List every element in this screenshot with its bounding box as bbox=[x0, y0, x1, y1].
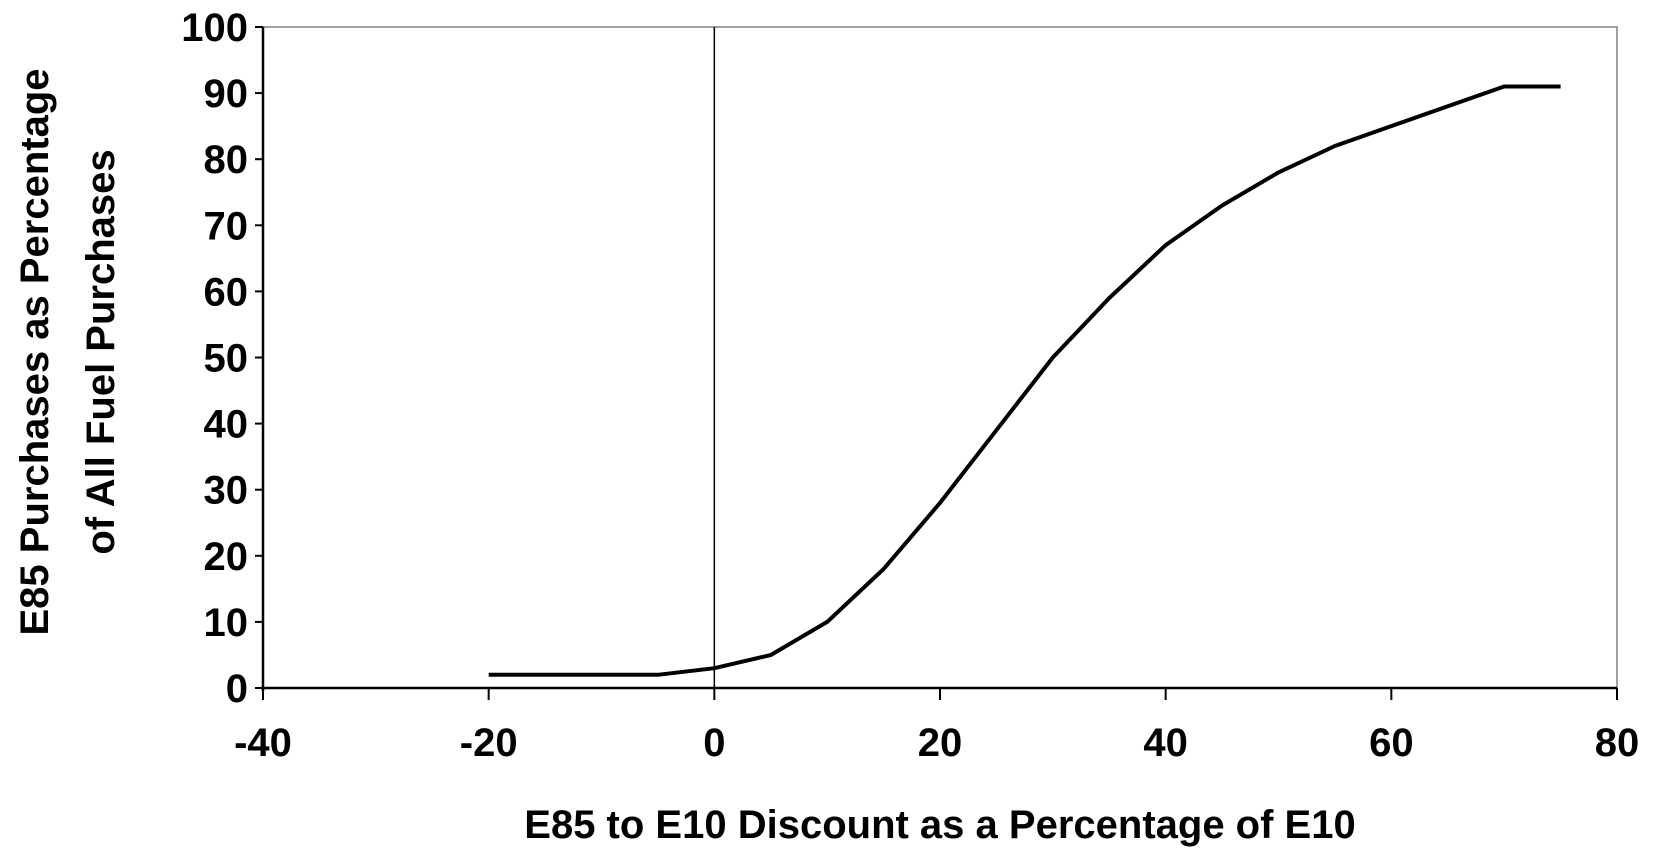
x-axis-ticks: -40 -20 0 20 40 60 80 bbox=[234, 688, 1639, 765]
y-tick-label: 30 bbox=[204, 469, 249, 513]
plot-area bbox=[261, 26, 1618, 691]
y-tick-label: 100 bbox=[181, 6, 248, 50]
y-axis-title: E85 Purchases as Percentage of All Fuel … bbox=[13, 68, 123, 635]
y-axis-title-line-1: E85 Purchases as Percentage bbox=[13, 68, 57, 635]
x-tick-label: 0 bbox=[703, 721, 725, 765]
series-line bbox=[488, 84, 1561, 677]
y-tick-label: 60 bbox=[204, 270, 249, 314]
y-tick-label: 20 bbox=[204, 535, 249, 579]
y-tick-label: 90 bbox=[204, 72, 249, 116]
x-tick-label: -20 bbox=[460, 721, 518, 765]
y-tick-label: 10 bbox=[204, 601, 249, 645]
x-tick-label: 60 bbox=[1369, 721, 1414, 765]
plot-border bbox=[262, 26, 1618, 689]
y-tick-label: 50 bbox=[204, 337, 249, 381]
y-tick-label: 40 bbox=[204, 403, 249, 447]
x-axis-title: E85 to E10 Discount as a Percentage of E… bbox=[524, 803, 1355, 847]
y-tick-label: 0 bbox=[226, 667, 248, 711]
series-lines bbox=[488, 84, 1561, 677]
x-tick-label: -40 bbox=[234, 721, 292, 765]
y-axis-title-line-2: of All Fuel Purchases bbox=[79, 149, 123, 554]
y-tick-label: 80 bbox=[204, 138, 249, 182]
y-axis-ticks: 0 10 20 30 40 50 60 70 80 90 100 bbox=[181, 6, 263, 711]
x-tick-label: 80 bbox=[1595, 721, 1640, 765]
x-tick-label: 20 bbox=[918, 721, 963, 765]
x-tick-label: 40 bbox=[1143, 721, 1188, 765]
y-tick-label: 70 bbox=[204, 204, 249, 248]
